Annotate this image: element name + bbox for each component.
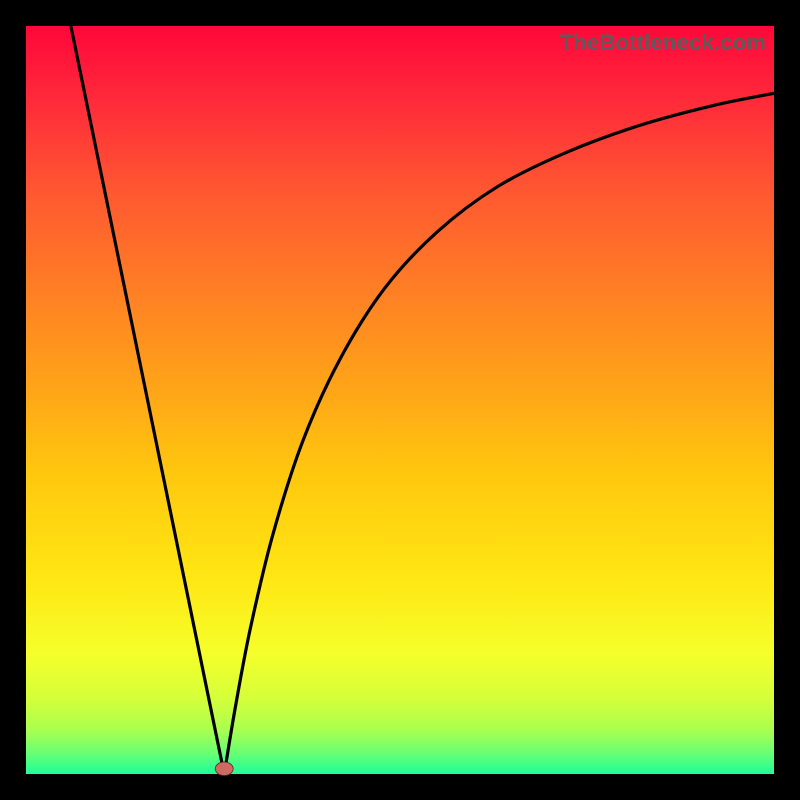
outer-frame: TheBottleneck.com	[0, 0, 800, 800]
watermark-text: TheBottleneck.com	[560, 30, 766, 56]
bottleneck-curve	[26, 26, 774, 774]
minimum-marker	[215, 762, 233, 775]
plot-area: TheBottleneck.com	[26, 26, 774, 774]
